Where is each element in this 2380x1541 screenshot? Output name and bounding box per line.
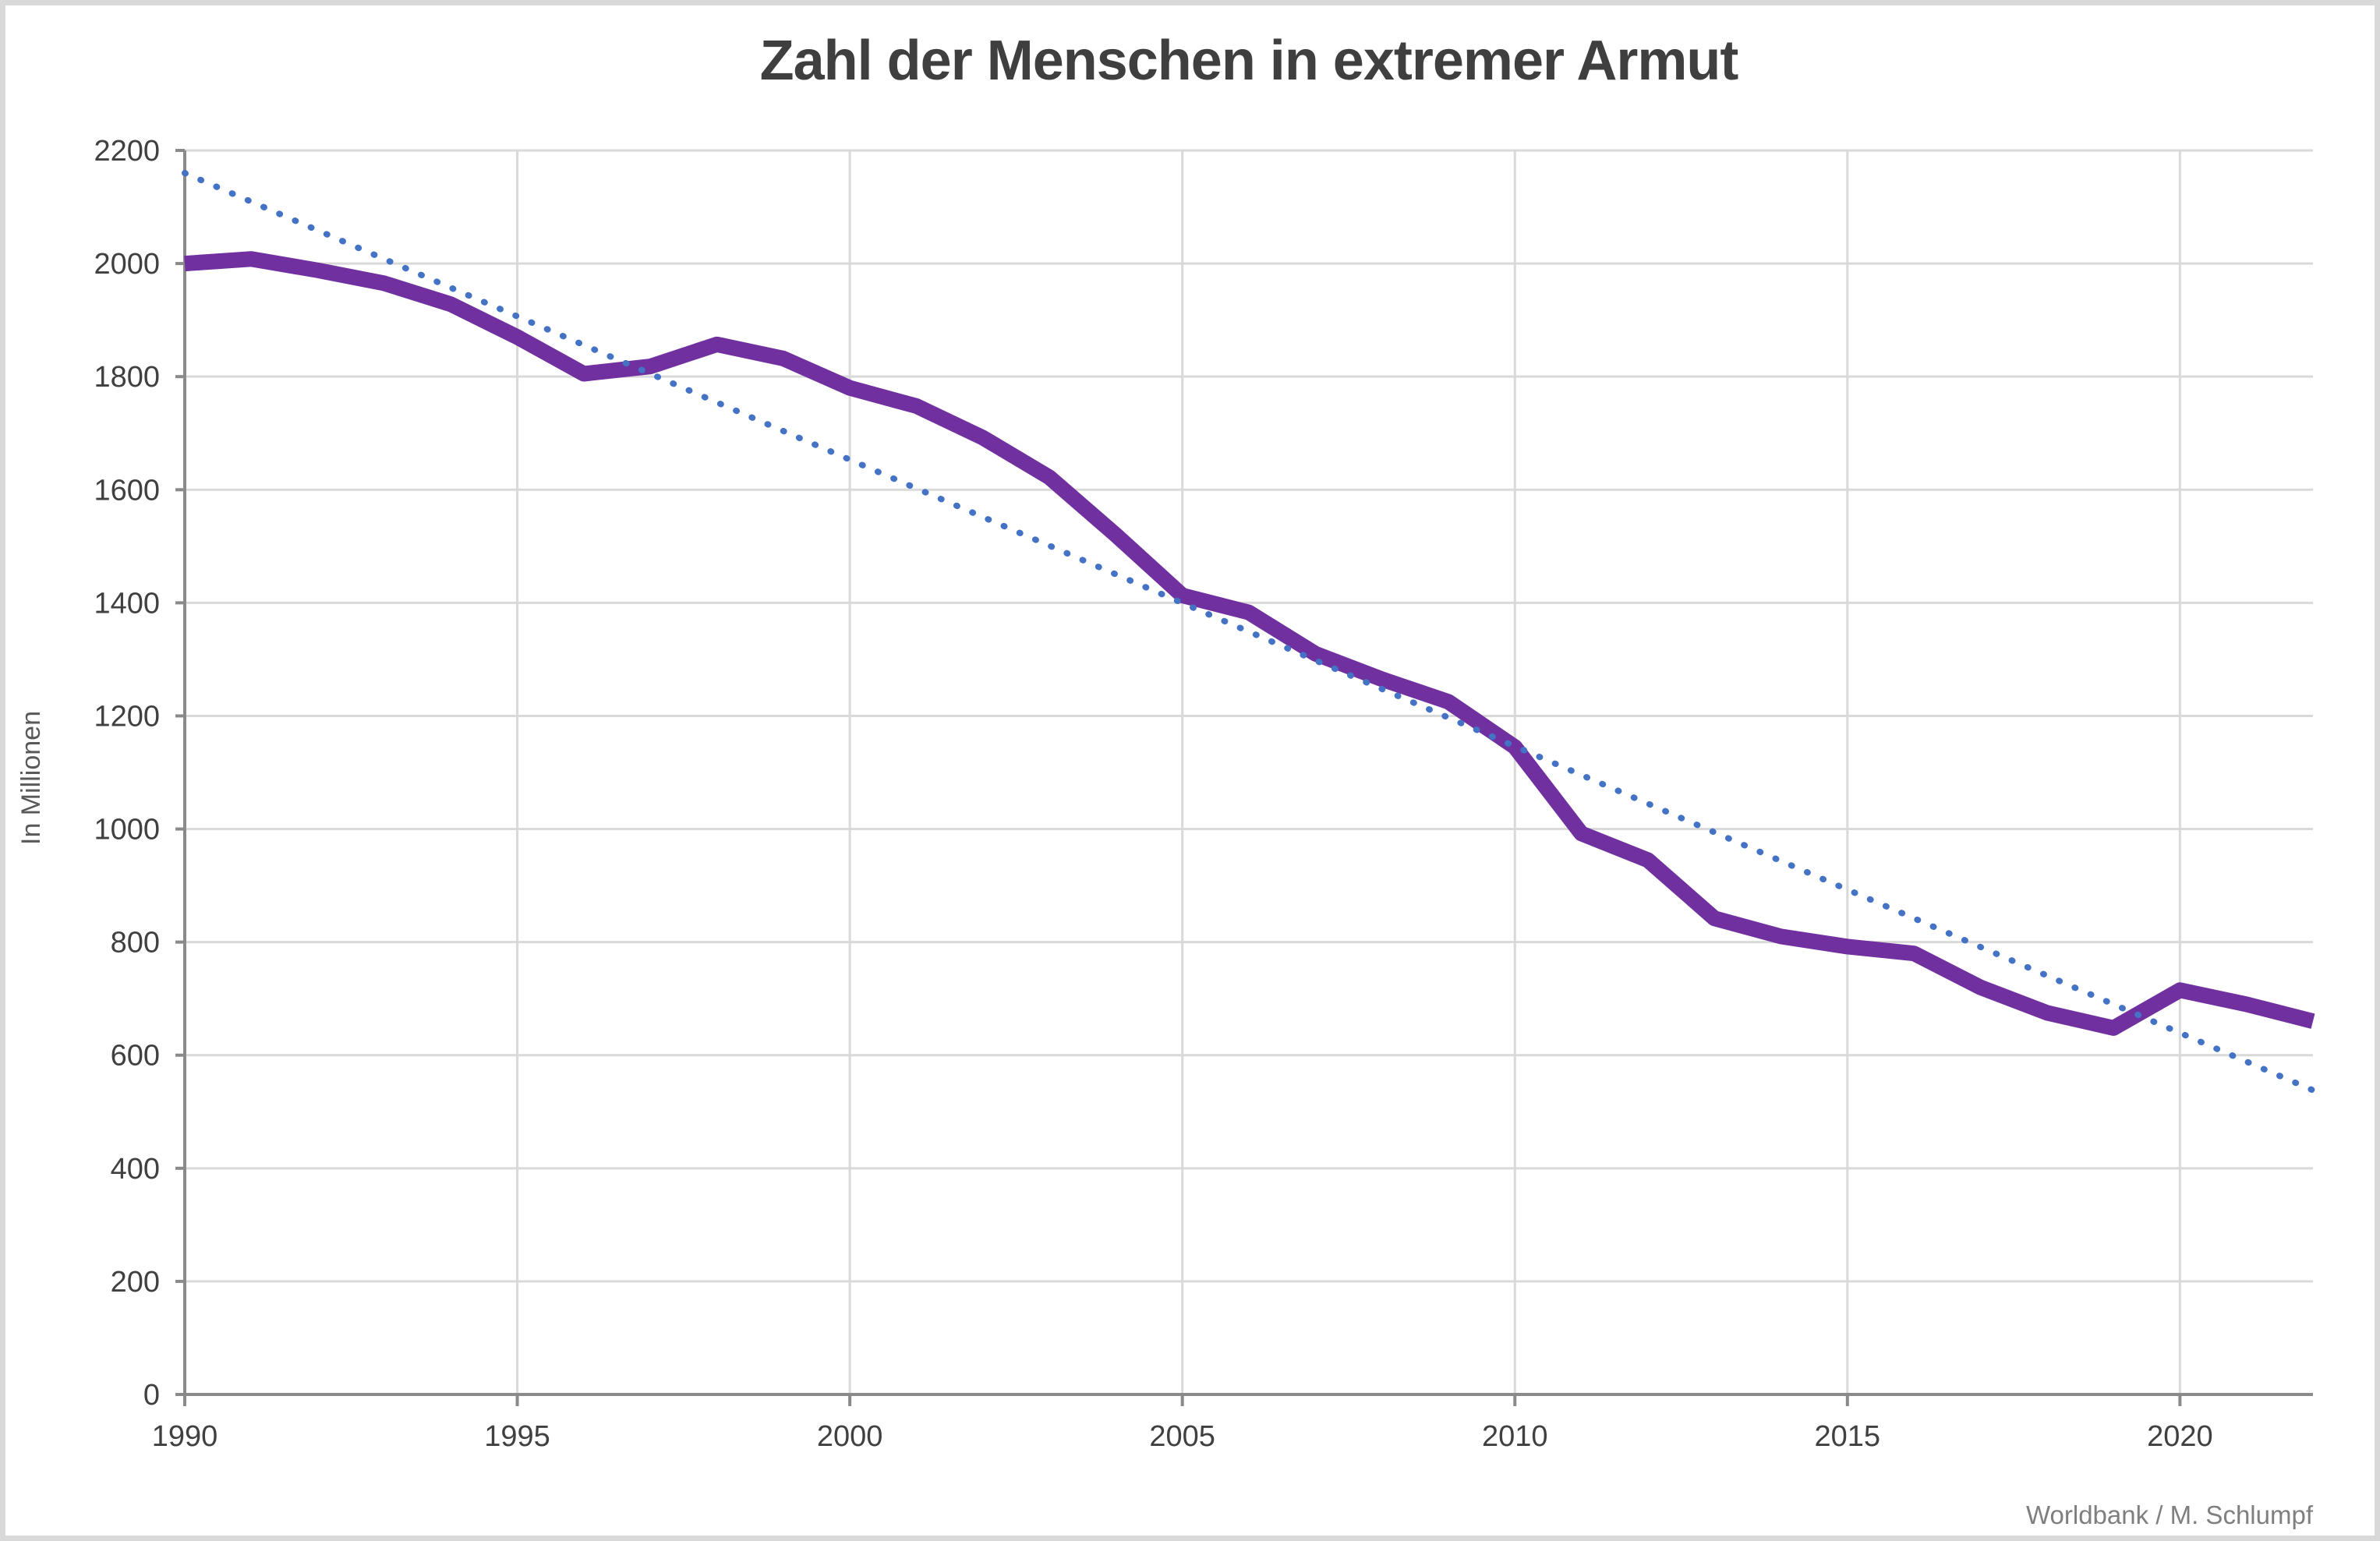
poverty-line xyxy=(184,251,2315,1036)
trend-line xyxy=(182,170,2316,1094)
x-tick-label: 1990 xyxy=(152,1420,218,1453)
x-tick-label: 2020 xyxy=(2147,1420,2213,1453)
plot-area: 1990 1995 2000 2005 2010 2015 2020 0 200 400 600 80… xyxy=(94,135,2316,1453)
x-tick-label: 2015 xyxy=(1815,1420,1881,1453)
y-tick-label: 400 xyxy=(111,1153,160,1186)
y-tick-label: 1000 xyxy=(94,814,160,846)
y-tick-label: 1400 xyxy=(94,587,160,620)
source-credit: Worldbank / M. Schlumpf xyxy=(2025,1500,2313,1529)
y-tick-label: 600 xyxy=(111,1040,160,1073)
y-tick-label: 0 xyxy=(143,1379,160,1412)
y-tick-label: 2200 xyxy=(94,135,160,168)
y-tick-label: 1800 xyxy=(94,361,160,394)
x-tick-label: 1995 xyxy=(484,1420,550,1453)
x-tick-label: 2005 xyxy=(1149,1420,1215,1453)
x-tick-label: 2010 xyxy=(1482,1420,1548,1453)
y-tick-label: 1200 xyxy=(94,700,160,733)
y-tick-label: 2000 xyxy=(94,248,160,281)
x-tick-label: 2000 xyxy=(817,1420,883,1453)
y-tick-label: 200 xyxy=(111,1266,160,1299)
chart-title: Zahl der Menschen in extremer Armut xyxy=(759,30,1739,92)
y-tick-label: 800 xyxy=(111,927,160,960)
y-tick-label: 1600 xyxy=(94,474,160,507)
